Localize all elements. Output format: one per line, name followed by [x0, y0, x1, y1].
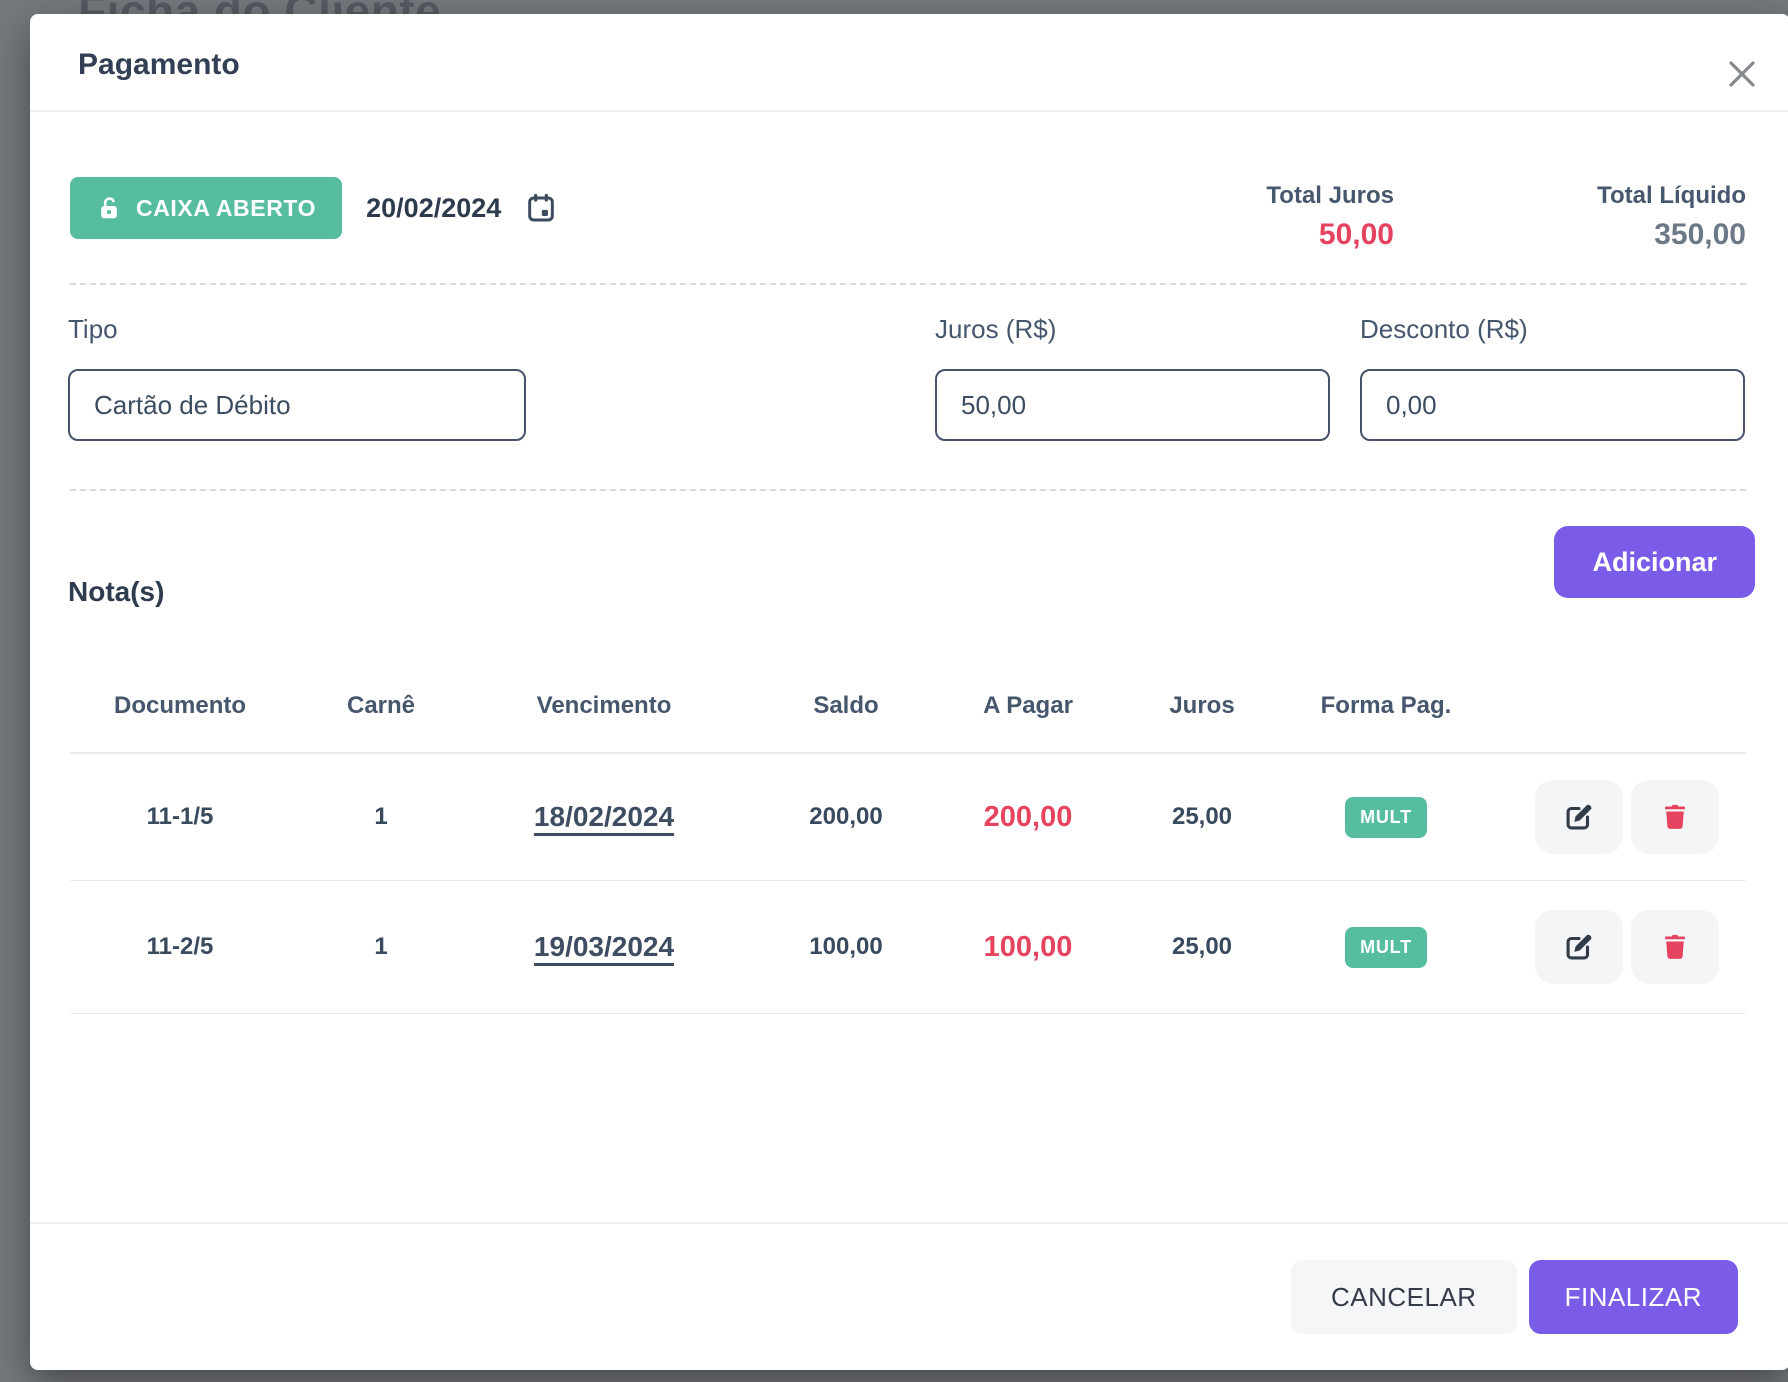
notes-heading: Nota(s)	[68, 576, 165, 607]
edit-note-button[interactable]	[1535, 780, 1623, 854]
cell-juros: 25,00	[1171, 933, 1233, 960]
modal-footer: CANCELAR FINALIZAR	[30, 1222, 1788, 1370]
table-row: 11-2/5 1 19/03/2024 100,00 100,00 25,00 …	[70, 881, 1746, 1014]
total-juros-label: Total Juros	[1266, 182, 1394, 209]
cancelar-button[interactable]: CANCELAR	[1290, 1260, 1517, 1334]
col-header-forma-pag: Forma Pag.	[1320, 692, 1452, 719]
total-juros-value: 50,00	[1318, 218, 1394, 251]
vencimento-link[interactable]: 19/03/2024	[533, 931, 675, 962]
col-header-a-pagar: A Pagar	[983, 692, 1073, 719]
field-juros: Juros (R$)	[935, 314, 1330, 441]
juros-input[interactable]	[935, 369, 1330, 441]
total-liquido-label: Total Líquido	[1597, 182, 1746, 209]
col-header-documento: Documento	[114, 692, 246, 719]
adicionar-button[interactable]: Adicionar	[1554, 526, 1755, 598]
status-badge: CAIXA ABERTO	[70, 177, 343, 239]
cell-documento: 11-2/5	[146, 933, 214, 960]
delete-note-button[interactable]	[1631, 910, 1719, 984]
notes-table: Documento Carnê Vencimento Saldo A Pagar…	[70, 660, 1746, 1014]
cell-juros: 25,00	[1171, 803, 1233, 830]
total-liquido: Total Líquido 350,00	[1394, 182, 1746, 252]
field-desconto: Desconto (R$)	[1360, 314, 1745, 441]
field-tipo: Tipo	[68, 314, 526, 441]
cell-a-pagar: 200,00	[983, 800, 1073, 833]
divider-dashed-bottom	[70, 489, 1746, 491]
juros-label: Juros (R$)	[935, 314, 1057, 344]
status-row: CAIXA ABERTO 20/02/2024	[70, 177, 557, 239]
cell-carne: 1	[374, 803, 388, 830]
desconto-input[interactable]	[1360, 369, 1745, 441]
vencimento-link[interactable]: 18/02/2024	[533, 801, 675, 832]
col-header-vencimento: Vencimento	[536, 692, 672, 719]
edit-icon	[1566, 804, 1592, 830]
edit-note-button[interactable]	[1535, 910, 1623, 984]
cell-carne: 1	[374, 933, 388, 960]
close-icon	[1729, 61, 1755, 87]
modal-title: Pagamento	[78, 48, 240, 81]
col-header-juros: Juros	[1169, 692, 1235, 719]
payment-modal: Pagamento CAIXA ABERTO 20/02/2024	[30, 14, 1788, 1370]
forma-pag-badge: MULT	[1345, 796, 1427, 838]
payment-date: 20/02/2024	[366, 192, 502, 223]
total-juros: Total Juros 50,00	[1266, 182, 1394, 252]
total-liquido-value: 350,00	[1654, 218, 1746, 251]
tipo-input[interactable]	[68, 369, 526, 441]
calendar-button[interactable]	[525, 192, 557, 224]
cell-actions	[1468, 910, 1746, 984]
cell-saldo: 200,00	[809, 803, 883, 830]
status-badge-label: CAIXA ABERTO	[136, 194, 317, 221]
cell-saldo: 100,00	[809, 933, 883, 960]
totals: Total Juros 50,00 Total Líquido 350,00	[1266, 182, 1746, 252]
calendar-icon	[528, 193, 555, 222]
forma-pag-badge: MULT	[1345, 926, 1427, 968]
col-header-carne: Carnê	[346, 692, 416, 719]
modal-header: Pagamento	[30, 14, 1788, 112]
finalizar-button[interactable]: FINALIZAR	[1528, 1260, 1738, 1334]
edit-icon	[1566, 934, 1592, 960]
table-header-row: Documento Carnê Vencimento Saldo A Pagar…	[70, 660, 1746, 754]
table-row: 11-1/5 1 18/02/2024 200,00 200,00 25,00 …	[70, 754, 1746, 881]
unlock-icon	[101, 197, 117, 219]
cell-a-pagar: 100,00	[983, 930, 1073, 963]
trash-icon	[1665, 934, 1685, 959]
tipo-label: Tipo	[68, 314, 118, 344]
cell-documento: 11-1/5	[146, 803, 214, 830]
delete-note-button[interactable]	[1631, 780, 1719, 854]
divider-dashed-top	[70, 283, 1746, 285]
close-button[interactable]	[1720, 52, 1764, 96]
col-header-saldo: Saldo	[813, 692, 879, 719]
cell-actions	[1468, 780, 1746, 854]
trash-icon	[1665, 804, 1685, 829]
desconto-label: Desconto (R$)	[1360, 314, 1528, 344]
